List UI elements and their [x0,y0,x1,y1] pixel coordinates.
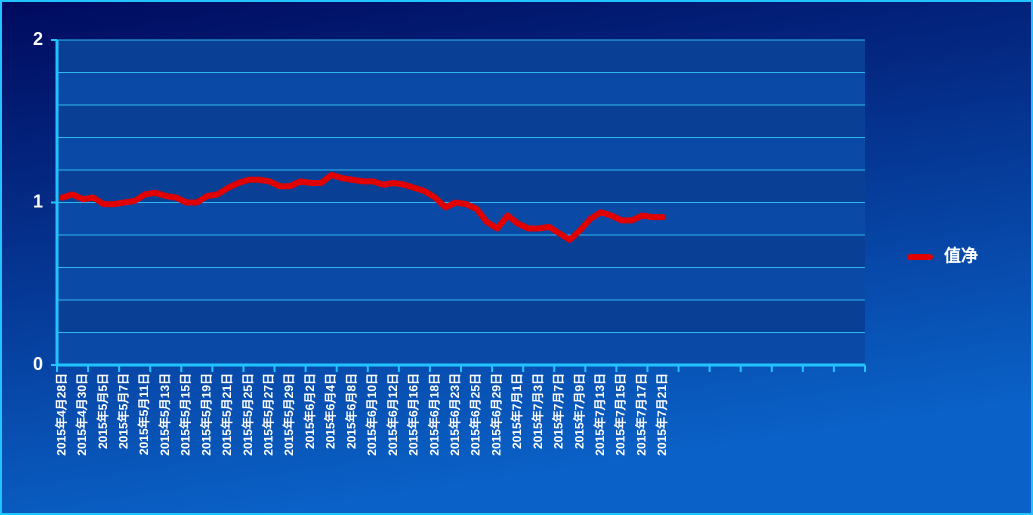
x-tick-label: 2015年5月7日 [116,373,131,449]
x-tick-label: 2015年6月18日 [426,373,441,456]
plot-band [57,235,865,268]
x-tick-label: 2015年5月11日 [136,373,151,455]
plot-band [57,300,865,333]
plot-band [57,170,865,203]
x-tick-label: 2015年6月16日 [406,373,421,456]
x-tick-label: 2015年4月30日 [74,373,89,456]
x-tick-label: 2015年7月7日 [551,373,566,449]
x-tick-label: 2015年6月25日 [468,373,483,456]
x-tick-label: 2015年5月19日 [198,373,213,456]
y-tick-label: 0 [33,354,43,374]
x-tick-label: 2015年5月13日 [157,373,172,456]
x-tick-label: 2015年7月1日 [509,373,524,449]
x-tick-label: 2015年5月27日 [261,373,276,456]
plot-band [57,72,865,105]
x-tick-label: 2015年5月5日 [95,373,110,449]
x-tick-label: 2015年6月8日 [343,373,358,449]
x-tick-label: 2015年7月17日 [633,373,648,456]
plot-band [57,202,865,235]
x-tick-label: 2015年5月15日 [178,373,193,456]
plot-band [57,137,865,170]
x-tick-label: 2015年6月4日 [323,373,338,449]
x-tick-label: 2015年6月12日 [385,373,400,456]
x-tick-label: 2015年6月29日 [488,373,503,456]
x-tick-label: 2015年7月9日 [571,373,586,449]
x-tick-label: 2015年6月10日 [364,373,379,456]
plot-band [57,332,865,365]
x-tick-label: 2015年5月21日 [219,373,234,456]
x-tick-label: 2015年7月21日 [654,373,669,456]
x-tick-label: 2015年6月23日 [447,373,462,456]
x-tick-label: 2015年5月29日 [281,373,296,456]
legend-label: 值净 [944,245,978,265]
x-tick-label: 2015年7月15日 [613,373,628,456]
plot-band [57,267,865,300]
plot-band [57,40,865,73]
x-tick-label: 2015年6月2日 [302,373,317,449]
y-tick-label: 2 [33,29,43,49]
y-tick-label: 1 [33,191,43,211]
line-series [59,171,666,243]
x-tick-label: 2015年5月25日 [240,373,255,456]
plot-band [57,105,865,138]
x-tick-label: 2015年7月3日 [530,373,545,449]
x-tick-label: 2015年7月13日 [592,373,607,456]
x-tick-label: 2015年4月28日 [53,373,68,456]
